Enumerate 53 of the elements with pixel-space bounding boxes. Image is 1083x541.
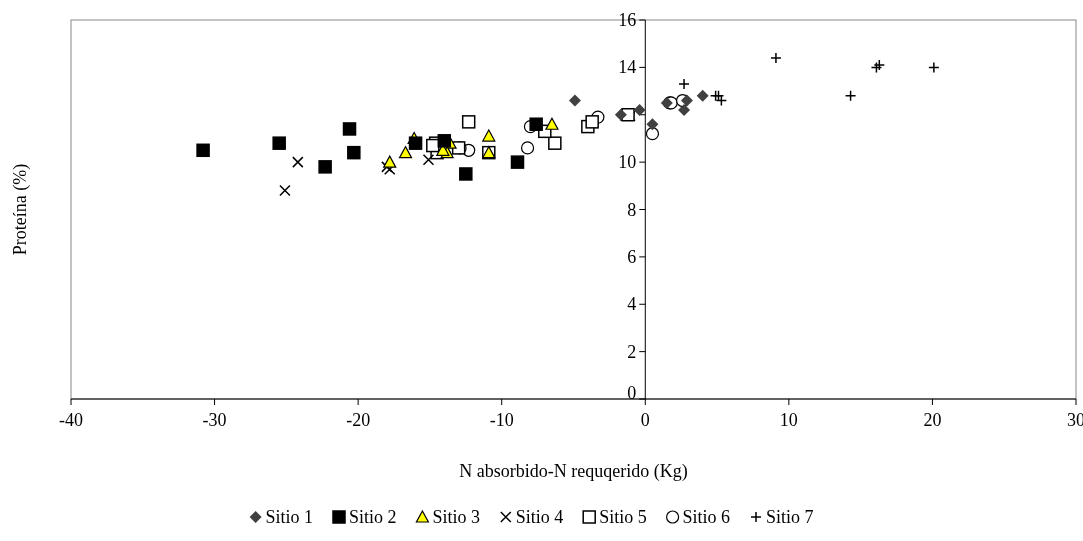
point bbox=[520, 141, 535, 155]
point bbox=[545, 117, 559, 130]
y-tick-label: 0 bbox=[627, 383, 637, 403]
point bbox=[585, 115, 599, 129]
y-tick-label: 6 bbox=[627, 246, 637, 267]
y-tick-label: 16 bbox=[618, 10, 637, 30]
point bbox=[548, 136, 562, 150]
point bbox=[510, 155, 525, 169]
point bbox=[678, 104, 691, 117]
y-tick-label: 14 bbox=[618, 57, 637, 78]
x-tick-label: -20 bbox=[346, 410, 371, 430]
point bbox=[196, 143, 210, 158]
point bbox=[844, 90, 857, 102]
point bbox=[529, 117, 543, 131]
y-tick-label: 8 bbox=[627, 199, 637, 220]
legend-label: Sitio 6 bbox=[682, 507, 731, 527]
legend-label: Sitio 3 bbox=[432, 507, 480, 527]
legend-label: Sitio 4 bbox=[515, 507, 564, 527]
x-tick-label: 0 bbox=[640, 410, 650, 430]
point bbox=[398, 146, 413, 159]
point bbox=[383, 155, 397, 168]
point bbox=[660, 96, 673, 109]
point bbox=[696, 89, 709, 102]
x-tick-label: -30 bbox=[202, 410, 227, 430]
legend-label: Sitio 1 bbox=[265, 507, 314, 527]
point bbox=[461, 115, 476, 129]
x-tick-label: -10 bbox=[489, 410, 514, 430]
point bbox=[292, 156, 304, 168]
x-tick-label: 10 bbox=[779, 410, 798, 430]
legend-label: Sitio 5 bbox=[599, 507, 647, 527]
x-tick-label: -40 bbox=[59, 410, 83, 430]
y-axis-title: Proteína (%) bbox=[10, 163, 31, 256]
point bbox=[342, 122, 357, 136]
legend-label: Sitio 2 bbox=[349, 507, 397, 527]
point bbox=[459, 167, 473, 181]
x-axis-title: N absorbido-N requqerido (Kg) bbox=[459, 461, 688, 482]
point bbox=[279, 184, 291, 197]
y-tick-label: 4 bbox=[627, 294, 637, 315]
y-tick-label: 10 bbox=[618, 152, 637, 173]
point bbox=[680, 94, 693, 107]
y-tick-label: 2 bbox=[627, 341, 637, 362]
point bbox=[318, 160, 332, 174]
point bbox=[928, 61, 940, 74]
legend-label: Sitio 7 bbox=[766, 507, 814, 527]
point bbox=[646, 118, 659, 131]
point bbox=[272, 136, 286, 150]
point bbox=[437, 134, 452, 148]
point bbox=[422, 154, 435, 166]
x-tick-label: 20 bbox=[923, 410, 942, 430]
point bbox=[408, 136, 423, 150]
point bbox=[482, 129, 496, 142]
point bbox=[568, 94, 581, 107]
point bbox=[347, 145, 361, 160]
